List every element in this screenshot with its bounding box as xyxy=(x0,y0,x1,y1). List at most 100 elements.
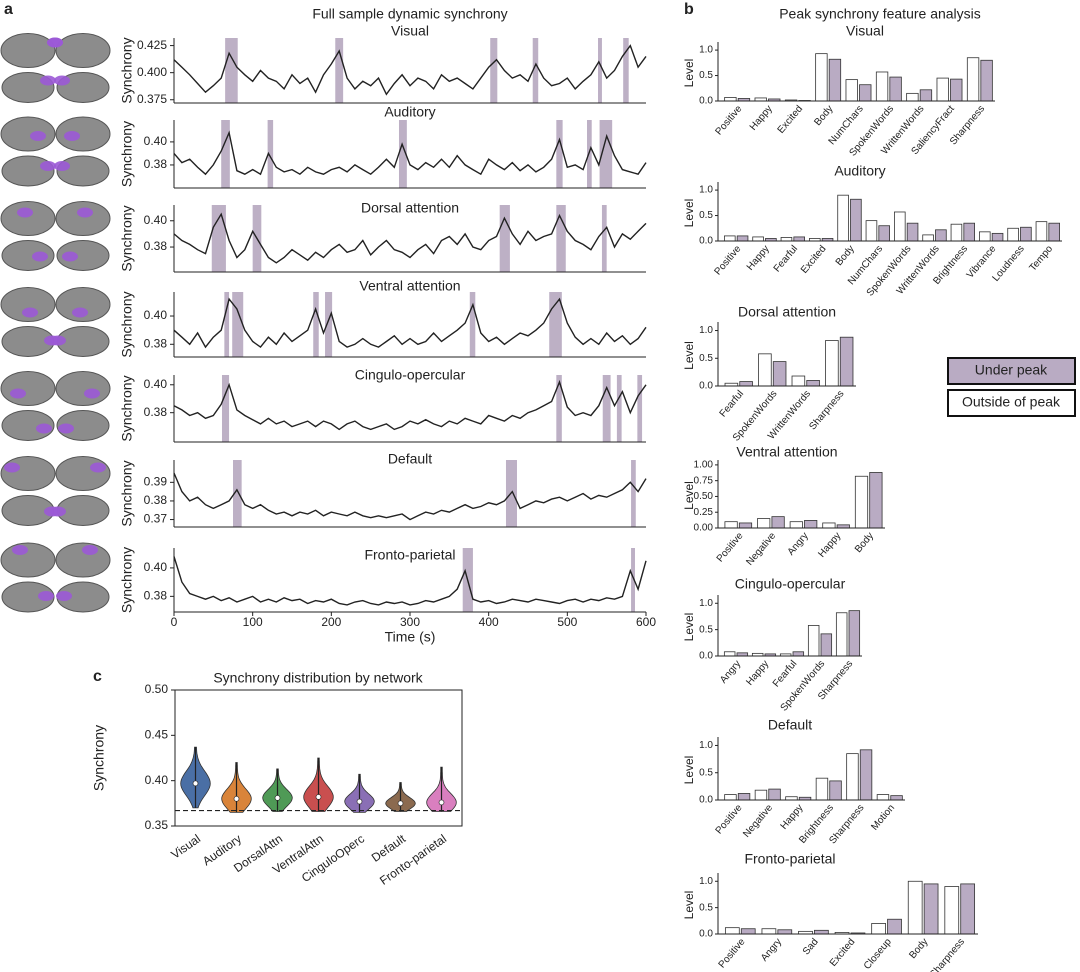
brain-view xyxy=(56,240,110,271)
bar xyxy=(837,194,849,242)
bar xyxy=(723,651,736,657)
violin-median xyxy=(315,794,322,800)
bar xyxy=(876,794,890,801)
panel-subtitle: Visual xyxy=(391,23,429,39)
brain-view xyxy=(55,456,111,491)
x-tick-label: Happy xyxy=(745,244,772,273)
network-region xyxy=(77,207,93,218)
panel-subtitle: Ventral attention xyxy=(359,278,460,294)
y-tick-label: 0.25 xyxy=(694,507,714,518)
bar xyxy=(793,236,805,242)
network-region xyxy=(62,251,78,262)
x-axis-label: Time (s) xyxy=(385,629,436,645)
synchrony-line xyxy=(173,297,647,349)
x-tick-label: Sad xyxy=(801,937,821,958)
y-tick-label: 0.35 xyxy=(145,818,169,832)
network-region xyxy=(72,307,88,318)
bar xyxy=(739,381,753,387)
brain-view xyxy=(55,287,111,322)
y-tick-label: 1.0 xyxy=(699,325,713,336)
y-tick-label: 0.75 xyxy=(694,475,714,486)
y-tick-label: 0.38 xyxy=(144,157,168,171)
brain-view xyxy=(55,116,111,152)
synchrony-line xyxy=(173,212,647,264)
violin-median xyxy=(438,799,445,806)
bar xyxy=(761,928,777,935)
bar xyxy=(757,518,771,529)
peak-highlight xyxy=(598,38,602,103)
bar xyxy=(979,231,991,242)
y-axis-label: Synchrony xyxy=(119,375,135,441)
y-tick-label: 0.0 xyxy=(699,381,713,392)
network-region xyxy=(38,591,54,601)
x-tick-label: Angry xyxy=(786,531,811,558)
y-tick-label: 0.40 xyxy=(144,308,168,322)
bar xyxy=(724,927,740,935)
network-region xyxy=(40,75,56,86)
bar xyxy=(724,235,736,242)
peak-highlight xyxy=(601,205,607,272)
peak-highlight xyxy=(398,120,407,188)
x-tick-label: Negative xyxy=(741,802,775,840)
network-region xyxy=(64,131,80,141)
network-region xyxy=(36,423,52,434)
y-axis-label: Synchrony xyxy=(91,725,107,791)
y-tick-label: 0.37 xyxy=(144,512,168,526)
x-tick-label: Sharpness xyxy=(928,937,967,972)
x-tick-label: Negative xyxy=(744,530,778,568)
x-tick-label: Fearful xyxy=(718,389,746,420)
bar xyxy=(814,929,829,935)
bar xyxy=(869,472,883,529)
y-tick-label: 0.38 xyxy=(144,493,168,507)
panel-subtitle: Default xyxy=(768,717,812,733)
network-region xyxy=(47,37,63,48)
y-tick-label: 0.5 xyxy=(699,353,713,364)
y-tick-label: 0.375 xyxy=(137,92,167,106)
y-axis-label: Synchrony xyxy=(119,121,135,187)
peak-highlight xyxy=(232,292,244,357)
network-region xyxy=(84,388,100,399)
bar xyxy=(724,794,737,801)
x-tick-label: Positive xyxy=(714,802,745,836)
bar xyxy=(791,375,806,387)
bar xyxy=(815,53,828,102)
bar xyxy=(950,78,963,102)
y-tick-label: 0.45 xyxy=(145,728,169,742)
x-tick-label: Closeup xyxy=(862,936,894,972)
y-axis-label: Level xyxy=(682,59,696,88)
panel-subtitle: Dorsal attention xyxy=(361,200,459,216)
bar xyxy=(919,89,933,102)
y-tick-label: 0.5 xyxy=(699,210,713,221)
network-region xyxy=(30,131,46,141)
peak-highlight xyxy=(556,375,562,442)
peak-highlight xyxy=(211,205,226,272)
y-tick-label: 0.5 xyxy=(699,70,713,81)
bar xyxy=(828,58,842,102)
x-tick-label: Angry xyxy=(759,937,784,964)
violin-median xyxy=(233,795,240,802)
x-tick-label: Fearful xyxy=(771,659,799,690)
peak-highlight xyxy=(637,375,643,442)
y-axis-label: Level xyxy=(682,613,696,642)
y-axis-label: Level xyxy=(682,756,696,785)
brain-view xyxy=(0,33,56,68)
peak-highlight xyxy=(556,205,566,272)
x-tick-label: 300 xyxy=(400,615,420,629)
bar xyxy=(815,777,829,801)
bar xyxy=(737,793,751,801)
bar xyxy=(806,380,820,387)
y-tick-label: 0.0 xyxy=(699,651,713,662)
y-tick-label: 0.40 xyxy=(145,773,169,787)
peak-highlight xyxy=(221,120,230,188)
network-region xyxy=(50,335,66,346)
y-tick-label: 0.0 xyxy=(699,236,713,247)
y-axis-label: Synchrony xyxy=(119,291,135,357)
y-tick-label: 0.38 xyxy=(144,589,168,603)
y-tick-label: 0.38 xyxy=(144,405,168,419)
bar xyxy=(846,753,859,801)
violin-median xyxy=(274,795,281,801)
bar xyxy=(878,225,890,242)
bar xyxy=(991,232,1004,242)
